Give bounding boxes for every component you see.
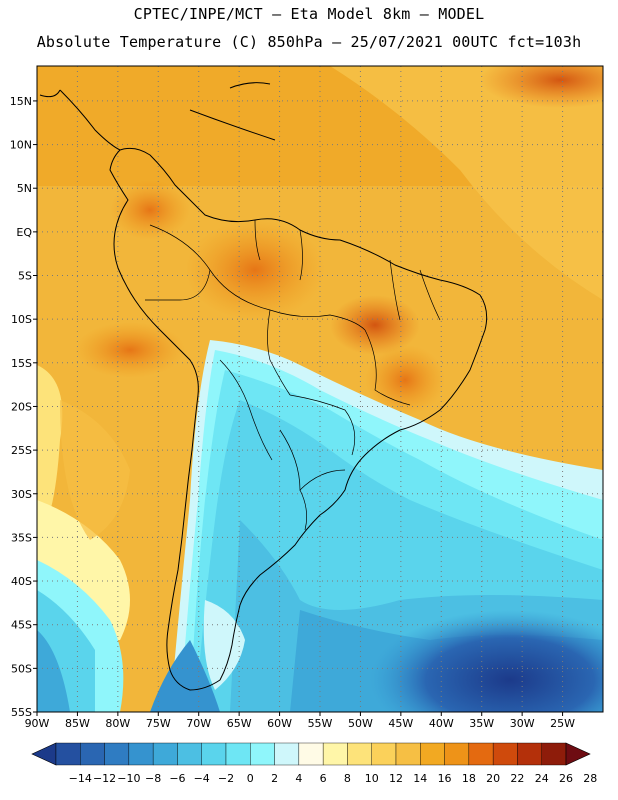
colorbar-label: −10 xyxy=(117,772,140,785)
lon-tick-label: 85W xyxy=(65,717,90,730)
lat-tick-label: 10S xyxy=(11,313,32,326)
longitude-axis: 90W 85W 80W 75W 70W 65W 60W 55W 50W 45W 40W 35W 30W 2… xyxy=(25,712,575,730)
lat-tick-label: 15S xyxy=(11,357,32,370)
colorbar-label: 18 xyxy=(462,772,476,785)
colorbar-label: 2 xyxy=(271,772,278,785)
colorbar-label: 14 xyxy=(413,772,427,785)
lon-tick-label: 35W xyxy=(469,717,494,730)
lat-tick-label: 20S xyxy=(11,400,32,413)
colorbar-label: 22 xyxy=(510,772,524,785)
colorbar-label: −4 xyxy=(194,772,210,785)
colorbar-segment xyxy=(201,742,227,766)
lat-tick-label: 35S xyxy=(11,531,32,544)
lon-tick-label: 40W xyxy=(429,717,454,730)
colorbar-segment xyxy=(177,742,202,766)
colorbar-label: 24 xyxy=(535,772,549,785)
colorbar-segment xyxy=(444,742,470,766)
lat-tick-label: 30S xyxy=(11,488,32,501)
country-borders xyxy=(145,219,441,531)
colorbar-segment xyxy=(322,742,348,766)
colorbar-segment xyxy=(517,742,542,766)
lon-tick-label: 70W xyxy=(186,717,211,730)
lat-tick-label: 10N xyxy=(10,139,32,152)
colorbar-segment xyxy=(128,742,154,766)
lon-tick-label: 65W xyxy=(227,717,252,730)
colorbar-max-arrow xyxy=(565,742,591,766)
temperature-field xyxy=(37,66,603,712)
lat-tick-label: 50S xyxy=(11,662,32,675)
colorbar-label: −2 xyxy=(218,772,234,785)
colorbar-segment xyxy=(371,742,397,766)
colorbar-segment xyxy=(80,742,105,766)
colorbar-min-arrow xyxy=(31,742,57,766)
latitude-axis: 15N 10N 5N EQ 5S 10S 15S 20S 25S 30S 35S 40S 45S 50S 5… xyxy=(10,95,37,719)
lat-tick-label: 5S xyxy=(18,270,32,283)
colorbar-segment xyxy=(541,742,567,766)
colorbar-label: 10 xyxy=(365,772,379,785)
colorbar-label: −8 xyxy=(145,772,161,785)
lon-tick-label: 25W xyxy=(550,717,575,730)
colorbar-label: 12 xyxy=(389,772,403,785)
lon-tick-label: 55W xyxy=(308,717,333,730)
lon-tick-label: 75W xyxy=(146,717,171,730)
colorbar-label: −6 xyxy=(169,772,185,785)
colorbar-segment xyxy=(298,742,324,766)
lat-tick-label: 40S xyxy=(11,575,32,588)
colorbar-segment xyxy=(420,742,445,766)
colorbar-segment xyxy=(395,742,421,766)
colorbar-segment xyxy=(152,742,178,766)
colorbar-label: 26 xyxy=(559,772,573,785)
coastlines xyxy=(39,82,488,691)
colorbar-segment xyxy=(274,742,300,766)
lon-tick-label: 60W xyxy=(267,717,292,730)
lon-tick-label: 45W xyxy=(388,717,413,730)
colorbar-label: 28 xyxy=(583,772,597,785)
colorbar-label: 0 xyxy=(247,772,254,785)
lat-tick-label: 25S xyxy=(11,444,32,457)
map-title-line-2: Absolute Temperature (C) 850hPa – 25/07/… xyxy=(36,33,582,51)
colorbar-segment xyxy=(492,742,518,766)
lon-tick-label: 90W xyxy=(25,717,50,730)
colorbar-segment xyxy=(104,742,130,766)
lat-tick-label: EQ xyxy=(16,226,32,239)
colorbar-label: 8 xyxy=(344,772,351,785)
lat-tick-label: 45S xyxy=(11,619,32,632)
temperature-colorbar: −14 −12 −10 −8 −6 −4 −2 0 2 4 6 8 10 12 14 16 18 20 22 24 26… xyxy=(31,742,597,785)
lat-tick-label: 55S xyxy=(11,706,32,719)
colorbar-label: 4 xyxy=(295,772,302,785)
colorbar-segment xyxy=(55,742,81,766)
colorbar-segment xyxy=(347,742,372,766)
colorbar-segment xyxy=(468,742,494,766)
lat-tick-label: 15N xyxy=(10,95,32,108)
lon-tick-label: 50W xyxy=(348,717,373,730)
colorbar-segment xyxy=(225,742,251,766)
colorbar-segment xyxy=(250,742,275,766)
lon-tick-label: 30W xyxy=(510,717,535,730)
lon-tick-label: 80W xyxy=(105,717,130,730)
lat-tick-label: 5N xyxy=(17,182,32,195)
map-title-line-1: CPTEC/INPE/MCT – Eta Model 8km – MODEL xyxy=(133,5,485,23)
colorbar-label: 6 xyxy=(320,772,327,785)
colorbar-label: −14 xyxy=(69,772,92,785)
colorbar-label: −12 xyxy=(93,772,116,785)
colorbar-label: 16 xyxy=(438,772,452,785)
colorbar-label: 20 xyxy=(486,772,500,785)
